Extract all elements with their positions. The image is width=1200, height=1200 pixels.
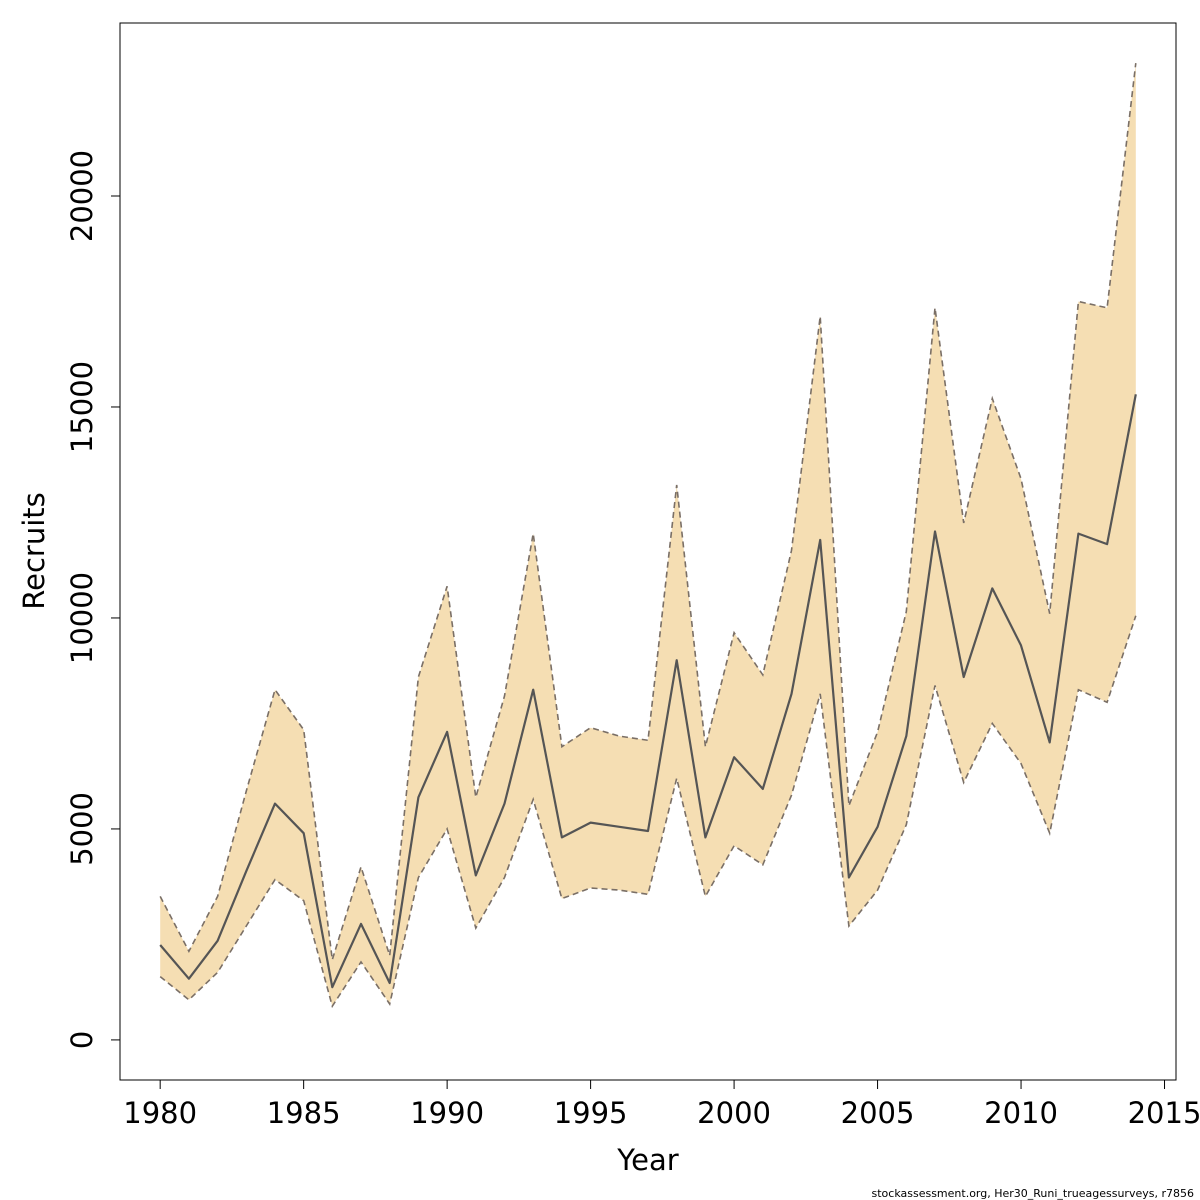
- x-tick-label: 2005: [841, 1096, 915, 1130]
- lower-bound-line: [159, 615, 1137, 1009]
- y-tick-label: 20000: [65, 150, 99, 242]
- x-tick-label: 1985: [267, 1096, 341, 1130]
- x-axis-label: Year: [616, 1143, 678, 1177]
- x-axis: 1980 1985 1990 1995 2000 2005 2010 2015: [123, 1079, 1200, 1130]
- x-tick-label: 2015: [1128, 1096, 1200, 1130]
- upper-bound-line: [159, 63, 1137, 960]
- recruits-estimate-line: [159, 394, 1137, 989]
- x-tick-label: 1980: [123, 1096, 197, 1130]
- x-tick-label: 2010: [984, 1096, 1058, 1130]
- y-axis-label: Recruits: [17, 492, 51, 609]
- x-tick-label: 1990: [410, 1096, 484, 1130]
- y-tick-label: 0: [65, 1031, 99, 1049]
- plot-area: [159, 63, 1137, 1009]
- y-axis: 0 5000 10000 15000 20000: [65, 150, 121, 1049]
- x-tick-label: 2000: [697, 1096, 771, 1130]
- y-tick-label: 15000: [65, 361, 99, 453]
- x-tick-label: 1995: [554, 1096, 628, 1130]
- footnote: stockassessment.org, Her30_Runi_trueages…: [872, 1187, 1195, 1200]
- y-tick-label: 10000: [65, 572, 99, 664]
- y-tick-label: 5000: [65, 792, 99, 866]
- confidence-band: [160, 63, 1136, 1007]
